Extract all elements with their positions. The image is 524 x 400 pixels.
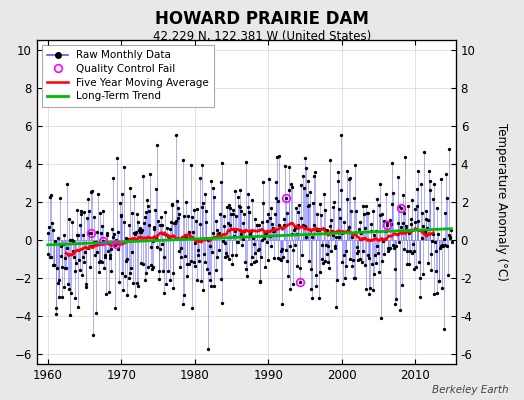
Y-axis label: Temperature Anomaly (°C): Temperature Anomaly (°C) <box>495 123 508 281</box>
Text: Berkeley Earth: Berkeley Earth <box>432 385 508 395</box>
Text: HOWARD PRAIRIE DAM: HOWARD PRAIRIE DAM <box>155 10 369 28</box>
Legend: Raw Monthly Data, Quality Control Fail, Five Year Moving Average, Long-Term Tren: Raw Monthly Data, Quality Control Fail, … <box>42 45 214 106</box>
Text: 42.229 N, 122.381 W (United States): 42.229 N, 122.381 W (United States) <box>153 30 371 43</box>
